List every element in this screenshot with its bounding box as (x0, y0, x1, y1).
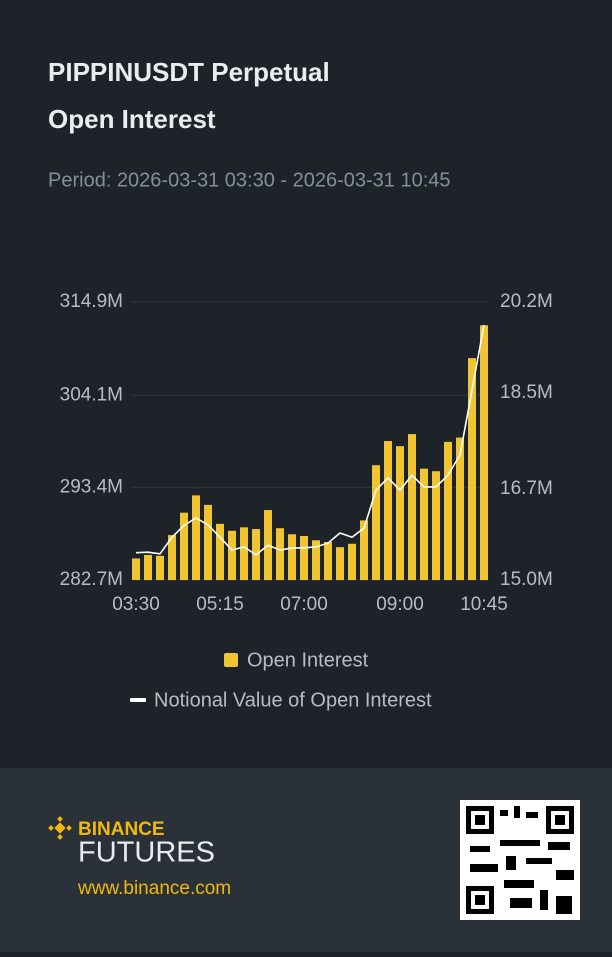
legend-label: Open Interest (247, 649, 369, 671)
bar (276, 528, 284, 580)
bar (144, 554, 152, 580)
bar (336, 547, 344, 580)
x-tick-label: 09:00 (376, 594, 424, 615)
bar (288, 534, 296, 580)
bar (456, 437, 464, 580)
line (135, 324, 485, 556)
bar (384, 441, 392, 580)
qr-code (460, 800, 580, 920)
legend-label: Notional Value of Open Interest (154, 689, 432, 711)
legend-swatch (130, 698, 146, 702)
bar (192, 495, 200, 580)
bar (180, 512, 188, 580)
bar (300, 535, 308, 580)
bar (444, 441, 452, 580)
x-tick-label: 05:15 (196, 594, 244, 615)
url: www.binance.com (77, 878, 231, 899)
binance-logo (48, 816, 72, 840)
background (0, 0, 612, 768)
bar (216, 523, 224, 580)
bar (432, 471, 440, 580)
y2-tick-label: 16.7M (500, 478, 553, 499)
bar (360, 520, 368, 580)
y-tick-label: 304.1M (60, 384, 123, 405)
bar (132, 558, 140, 580)
bar (240, 527, 248, 580)
bar (408, 434, 416, 580)
bar (480, 325, 488, 580)
y2-tick-label: 20.2M (500, 291, 553, 312)
period: Period: 2026-03-31 03:30 - 2026-03-31 10… (48, 169, 451, 191)
y-tick-label: 293.4M (60, 477, 123, 498)
bar (348, 543, 356, 580)
bar (468, 358, 476, 580)
plot: 282.7M 293.4M 304.1M 314.9M 15.0M 16.7M 18.5M 2… (60, 291, 553, 615)
bar (396, 446, 404, 580)
bar (312, 540, 320, 580)
x-tick-label: 10:45 (460, 594, 508, 615)
bar (156, 555, 164, 580)
subtitle: Open Interest (48, 104, 216, 134)
bar (324, 542, 332, 580)
y-tick-label: 282.7M (60, 569, 123, 590)
y2-tick-label: 15.0M (500, 569, 553, 590)
y-tick-label: 314.9M (60, 291, 123, 312)
legend-swatch (224, 653, 238, 667)
bar (168, 535, 176, 580)
bar (228, 530, 236, 580)
bar (204, 504, 212, 580)
y2-tick-label: 18.5M (500, 382, 553, 403)
bar (420, 468, 428, 580)
brand: BINANCE (78, 819, 165, 840)
bar (372, 465, 380, 580)
x-tick-label: 03:30 (112, 594, 160, 615)
product: FUTURES (78, 837, 215, 869)
x-tick-label: 07:00 (280, 594, 328, 615)
title: PIPPINUSDT Perpetual (48, 57, 330, 87)
